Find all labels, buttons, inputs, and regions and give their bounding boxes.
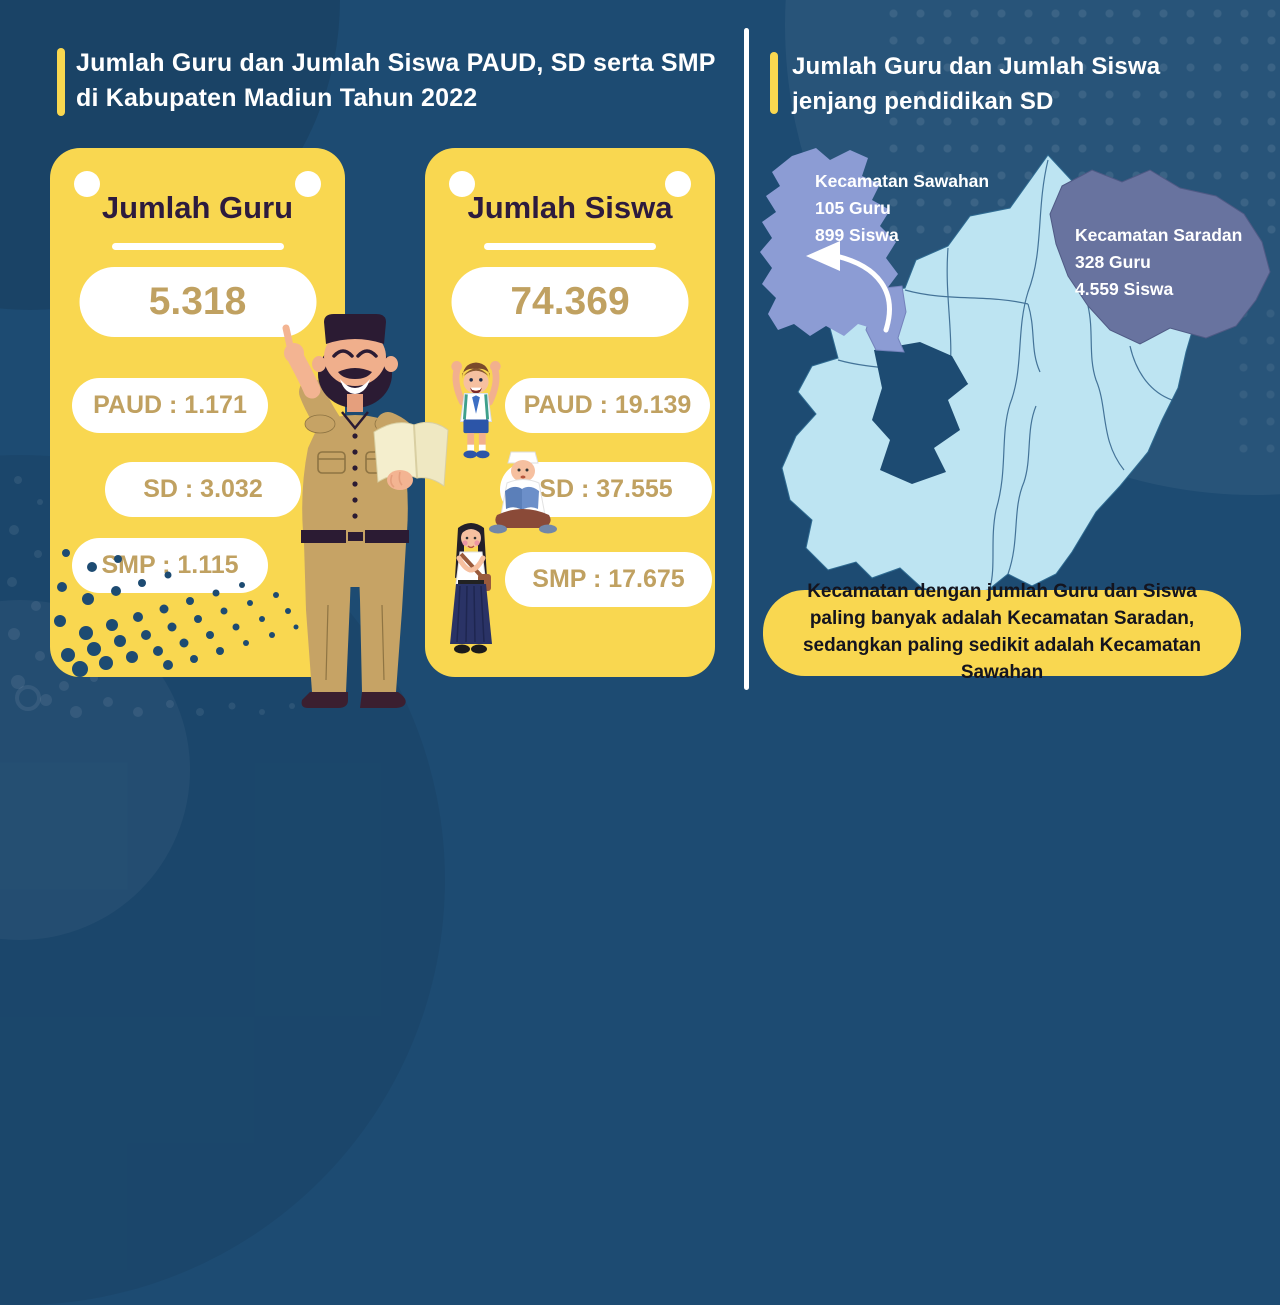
saradan-siswa: 4.559 Siswa — [1075, 279, 1174, 300]
siswa-paud-pill: PAUD : 19.139 — [505, 378, 710, 433]
title-accent-bar — [57, 48, 65, 116]
title-accent-bar — [770, 52, 778, 114]
pin-dot — [74, 171, 100, 197]
title-underline — [111, 243, 284, 250]
guru-total-pill: 5.318 — [79, 267, 316, 337]
siswa-card-title: Jumlah Siswa — [467, 190, 673, 225]
reading-boy-illustration — [489, 451, 557, 534]
conclusion-note-text: Kecamatan dengan jumlah Guru dan Siswa p… — [802, 581, 1202, 683]
district-borders — [837, 159, 1173, 589]
sawahan-siswa: 899 Siswa — [815, 225, 899, 246]
region-madiun-city-hole — [872, 342, 968, 484]
guru-sd-pill: SD : 3.032 — [105, 462, 301, 517]
dot-pattern — [1230, 300, 1280, 470]
pin-dot — [295, 171, 321, 197]
saradan-name: Kecamatan Saradan — [1075, 225, 1243, 245]
pin-dot — [449, 171, 475, 197]
infographic-canvas: { "colors": { "background_navy": "#1D4B7… — [0, 0, 1280, 718]
madiun-regency-map — [760, 148, 1271, 597]
section-divider — [744, 28, 749, 690]
schoolgirl-illustration — [450, 523, 492, 654]
guru-card: Jumlah Guru 5.318 PAUD : 1.171 SD : 3.03… — [50, 148, 345, 677]
guru-paud-pill: PAUD : 1.171 — [72, 378, 268, 433]
curved-arrow-icon — [806, 241, 892, 333]
left-section-title: Jumlah Guru dan Jumlah Siswa PAUD, SD se… — [76, 49, 716, 112]
region-saradan — [1049, 169, 1271, 345]
saradan-label: Kecamatan Saradan 328 Guru 4.559 Siswa — [1075, 222, 1242, 303]
confetti-dots — [54, 549, 299, 677]
siswa-smp-pill: SMP : 17.675 — [505, 552, 712, 607]
sawahan-label: Kecamatan Sawahan 105 Guru 899 Siswa — [815, 168, 989, 249]
guru-smp-pill: SMP : 1.115 — [72, 538, 268, 593]
conclusion-note-box: Kecamatan dengan jumlah Guru dan Siswa p… — [763, 581, 1241, 683]
title-underline — [484, 243, 656, 250]
siswa-total-pill: 74.369 — [451, 267, 689, 337]
sawahan-guru: 105 Guru — [815, 198, 891, 219]
right-section-title: Jumlah Guru dan Jumlah Siswa jenjang pen… — [792, 53, 1161, 115]
saradan-guru: 328 Guru — [1075, 252, 1151, 273]
sawahan-name: Kecamatan Sawahan — [815, 171, 990, 191]
region-sawahan-enlarged — [760, 148, 898, 336]
pin-dot — [665, 171, 691, 197]
cheering-boy-illustration — [451, 361, 501, 459]
guru-card-title: Jumlah Guru — [101, 190, 294, 225]
teacher-illustration — [282, 314, 449, 708]
